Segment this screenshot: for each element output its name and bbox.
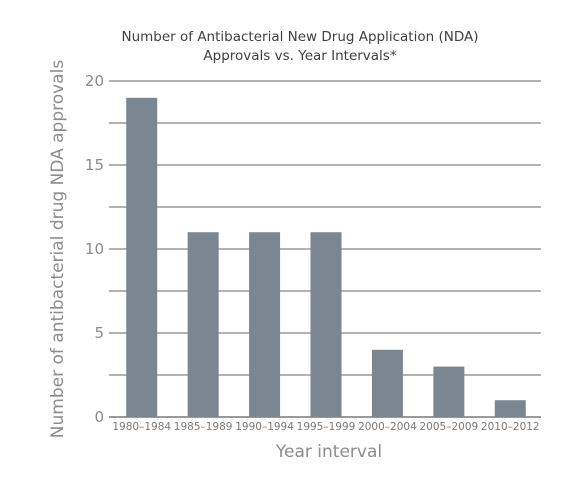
x-tick-label: 2010–2012 — [481, 421, 540, 433]
x-tick-label: 1985–1989 — [174, 421, 233, 433]
y-axis-label: Number of antibacterial drug NDA approva… — [48, 60, 68, 439]
x-axis-label: Year interval — [275, 442, 382, 462]
x-tick-labels: 1980–1984 1985–1989 1990–1994 1995–1999 2000… — [112, 421, 539, 433]
bars — [126, 97, 526, 418]
y-tick-label: 5 — [94, 324, 104, 342]
x-tick-label: 1980–1984 — [112, 421, 171, 433]
x-tick-label: 2005–2009 — [420, 421, 479, 433]
bar — [371, 349, 403, 417]
y-tick-label: 20 — [85, 72, 104, 90]
bar — [433, 366, 465, 417]
y-tick-label: 15 — [85, 156, 104, 174]
chart-subtitle: Approvals vs. Year Intervals* — [203, 48, 396, 64]
bar — [126, 97, 158, 418]
bar — [494, 400, 526, 417]
x-tick-label: 1995–1999 — [297, 421, 356, 433]
y-tick-labels: 0 5 10 15 20 — [85, 72, 104, 426]
y-tick-label: 10 — [85, 240, 104, 258]
y-tick-label: 0 — [94, 408, 104, 426]
x-tick-label: 1990–1994 — [235, 421, 294, 433]
bar — [249, 232, 281, 417]
bar — [310, 232, 342, 417]
chart-title: Number of Antibacterial New Drug Applica… — [122, 29, 479, 45]
bar — [187, 232, 219, 417]
x-tick-label: 2000–2004 — [358, 421, 417, 433]
